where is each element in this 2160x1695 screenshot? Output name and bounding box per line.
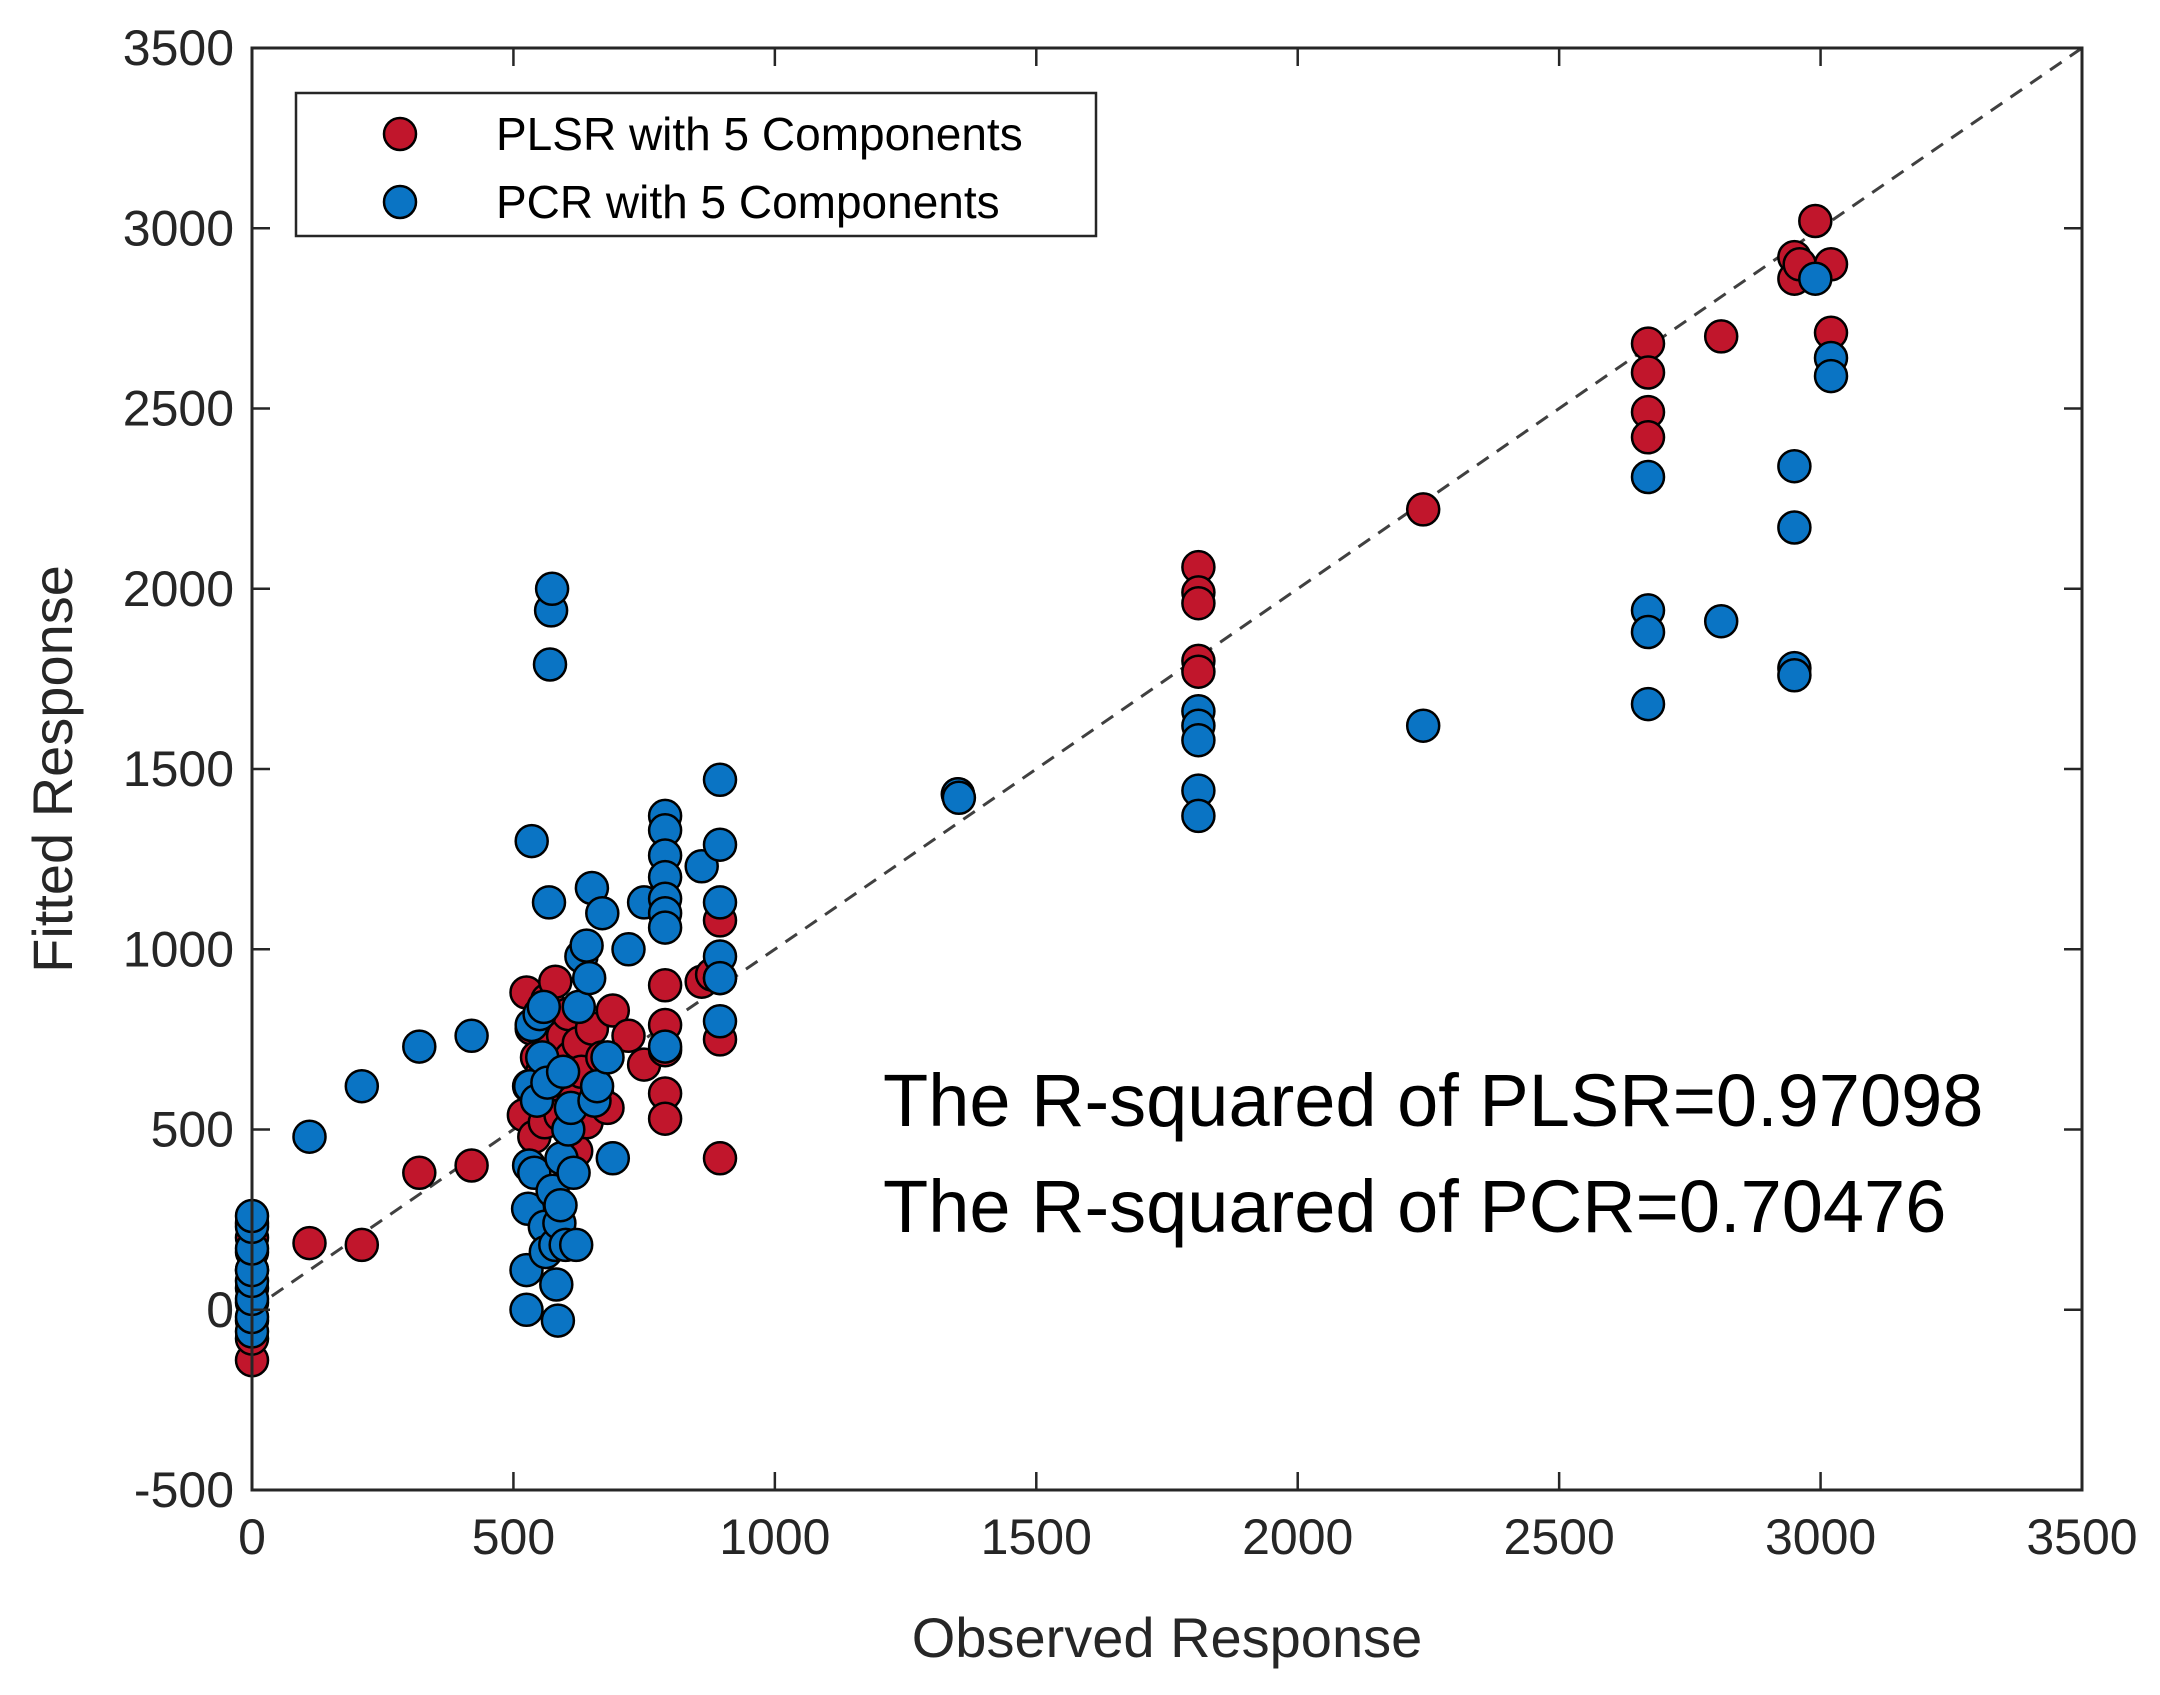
data-point	[539, 1267, 574, 1302]
data-point	[702, 960, 738, 996]
legend-label-plsr: PLSR with 5 Components	[496, 108, 1023, 160]
y-axis-title: Fitted Response	[21, 565, 84, 973]
data-point	[1405, 492, 1441, 527]
data-point	[1630, 459, 1666, 495]
data-point	[545, 1054, 581, 1090]
data-point	[1630, 420, 1666, 455]
data-point	[534, 571, 570, 607]
data-point	[558, 1227, 594, 1263]
legend-marker-pcr	[382, 184, 418, 220]
data-point	[1813, 358, 1849, 394]
data-point	[1703, 319, 1739, 354]
legend-box	[294, 91, 1098, 238]
series-pcr	[234, 261, 1849, 1349]
data-point	[514, 823, 549, 859]
data-point	[1630, 614, 1666, 650]
data-point	[454, 1018, 489, 1054]
x-axis-title: Observed Response	[912, 1606, 1423, 1669]
data-point	[556, 1155, 591, 1191]
data-point	[1777, 510, 1812, 545]
data-point	[585, 895, 620, 931]
x-tick-label: 2500	[1504, 1509, 1615, 1565]
annotation-plsr-r-squared: The R-squared of PLSR=0.97098	[883, 1059, 1983, 1142]
data-point	[941, 780, 977, 816]
data-point	[1181, 722, 1216, 758]
y-tick-label: 3500	[123, 20, 234, 76]
data-point	[344, 1068, 380, 1104]
y-tick-label: 1000	[123, 921, 234, 977]
x-tick-label: 1000	[719, 1509, 830, 1565]
y-tick-label: 2000	[123, 561, 234, 617]
data-points	[234, 203, 1849, 1378]
data-point	[402, 1029, 437, 1064]
data-point	[531, 885, 567, 920]
data-point	[702, 1141, 738, 1176]
data-point	[647, 1101, 683, 1136]
data-point	[540, 1303, 576, 1338]
x-tick-label: 1500	[981, 1509, 1092, 1565]
x-tick-label: 2000	[1242, 1509, 1353, 1565]
y-tick-label: -500	[134, 1462, 234, 1518]
data-point	[702, 885, 738, 920]
x-tick-label: 3500	[2026, 1509, 2137, 1565]
y-tick-label: 500	[151, 1102, 234, 1158]
data-point	[1703, 603, 1739, 639]
data-point	[454, 1148, 489, 1183]
data-point	[569, 928, 604, 963]
y-tick-label: 1500	[123, 741, 234, 797]
x-tick-label: 3000	[1765, 1509, 1876, 1565]
data-point	[292, 1119, 327, 1154]
data-point	[595, 1141, 631, 1176]
data-point	[595, 993, 631, 1028]
y-tick-label: 3000	[123, 200, 234, 256]
data-point	[292, 1225, 327, 1261]
data-point	[647, 968, 683, 1003]
annotation-pcr-r-squared: The R-squared of PCR=0.70476	[883, 1165, 1946, 1248]
legend-label-pcr: PCR with 5 Components	[496, 176, 1000, 228]
data-point	[1181, 585, 1216, 621]
data-point	[1630, 686, 1666, 722]
data-point	[561, 989, 597, 1025]
data-point	[579, 1068, 615, 1104]
data-point	[571, 960, 607, 996]
data-point	[647, 1029, 683, 1064]
data-point	[344, 1227, 380, 1263]
data-point	[1798, 203, 1833, 239]
data-point	[543, 1187, 578, 1223]
data-point	[611, 932, 646, 967]
x-tick-label: 0	[238, 1509, 266, 1565]
data-point	[1777, 448, 1812, 484]
data-point	[590, 1040, 625, 1075]
legend-marker-plsr	[382, 116, 418, 152]
data-point	[1630, 326, 1666, 361]
legend: PLSR with 5 Components PCR with 5 Compon…	[294, 91, 1098, 238]
data-point	[1181, 798, 1216, 834]
tick-labels: 0 500 1000 1500 2000 2500 3000 3500-50005001000…	[123, 20, 2138, 1565]
data-point	[611, 1018, 646, 1054]
data-point	[702, 1004, 738, 1039]
data-point	[1777, 658, 1812, 693]
data-point	[402, 1155, 437, 1191]
data-point	[526, 989, 562, 1025]
plot-frame	[250, 46, 2084, 1492]
data-point	[702, 827, 738, 862]
y-tick-label: 2500	[123, 381, 234, 437]
y-tick-label: 0	[206, 1282, 234, 1338]
data-point	[702, 762, 738, 798]
data-point	[1630, 355, 1666, 390]
data-point	[1181, 654, 1216, 689]
data-point	[532, 647, 568, 682]
data-point	[509, 1292, 544, 1328]
data-point	[1798, 261, 1833, 296]
data-point	[647, 910, 683, 945]
x-tick-label: 500	[472, 1509, 555, 1565]
data-point	[1405, 708, 1441, 743]
